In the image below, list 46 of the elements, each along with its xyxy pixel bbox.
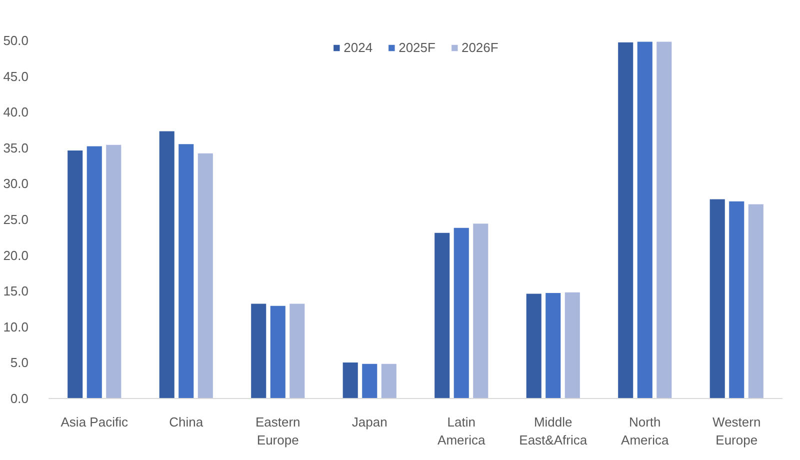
y-tick-label: 30.0 xyxy=(3,176,29,192)
bar xyxy=(564,291,581,398)
y-tick-label: 20.0 xyxy=(3,248,29,263)
y-tick-label: 40.0 xyxy=(3,104,29,120)
bar xyxy=(617,41,634,398)
bar xyxy=(250,302,268,398)
bar xyxy=(656,40,673,398)
x-tick-label: North America xyxy=(621,414,670,448)
y-tick-label: 45.0 xyxy=(3,68,29,84)
x-tick-label: Middle East&Africa xyxy=(519,414,588,448)
bar xyxy=(472,222,490,398)
y-tick-label: 5.0 xyxy=(10,355,29,370)
bar xyxy=(708,198,726,398)
legend-label: 2024 xyxy=(344,40,373,55)
bar xyxy=(288,302,306,398)
bar xyxy=(66,150,84,398)
bar xyxy=(452,226,470,398)
x-tick-label: Latin America xyxy=(438,414,486,448)
bar xyxy=(728,200,746,398)
bar xyxy=(434,232,451,398)
x-tick-label: Eastern Europe xyxy=(255,414,300,448)
bar xyxy=(361,362,378,398)
bar xyxy=(105,144,122,398)
bar xyxy=(86,145,103,398)
y-tick-label: 0.0 xyxy=(10,391,29,406)
x-tick-label: Western Europe xyxy=(712,414,761,448)
y-tick-label: 25.0 xyxy=(3,212,29,227)
bar xyxy=(525,292,542,398)
bar xyxy=(747,203,764,398)
bar xyxy=(342,361,359,398)
bar xyxy=(636,40,654,398)
legend-label: 2025F xyxy=(398,40,436,55)
x-tick-label: Asia Pacific xyxy=(60,414,128,430)
bar xyxy=(178,143,195,398)
legend-label: 2026F xyxy=(461,40,498,55)
y-tick-label: 10.0 xyxy=(3,319,29,334)
bar xyxy=(380,362,398,398)
bar xyxy=(544,292,562,398)
y-tick-label: 35.0 xyxy=(3,140,29,156)
bar xyxy=(158,130,176,398)
x-tick-label: China xyxy=(169,414,204,430)
bar xyxy=(196,152,214,398)
y-tick-label: 15.0 xyxy=(3,284,29,299)
bar xyxy=(269,304,286,398)
y-tick-label: 50.0 xyxy=(3,33,29,48)
x-tick-label: Japan xyxy=(352,414,388,430)
